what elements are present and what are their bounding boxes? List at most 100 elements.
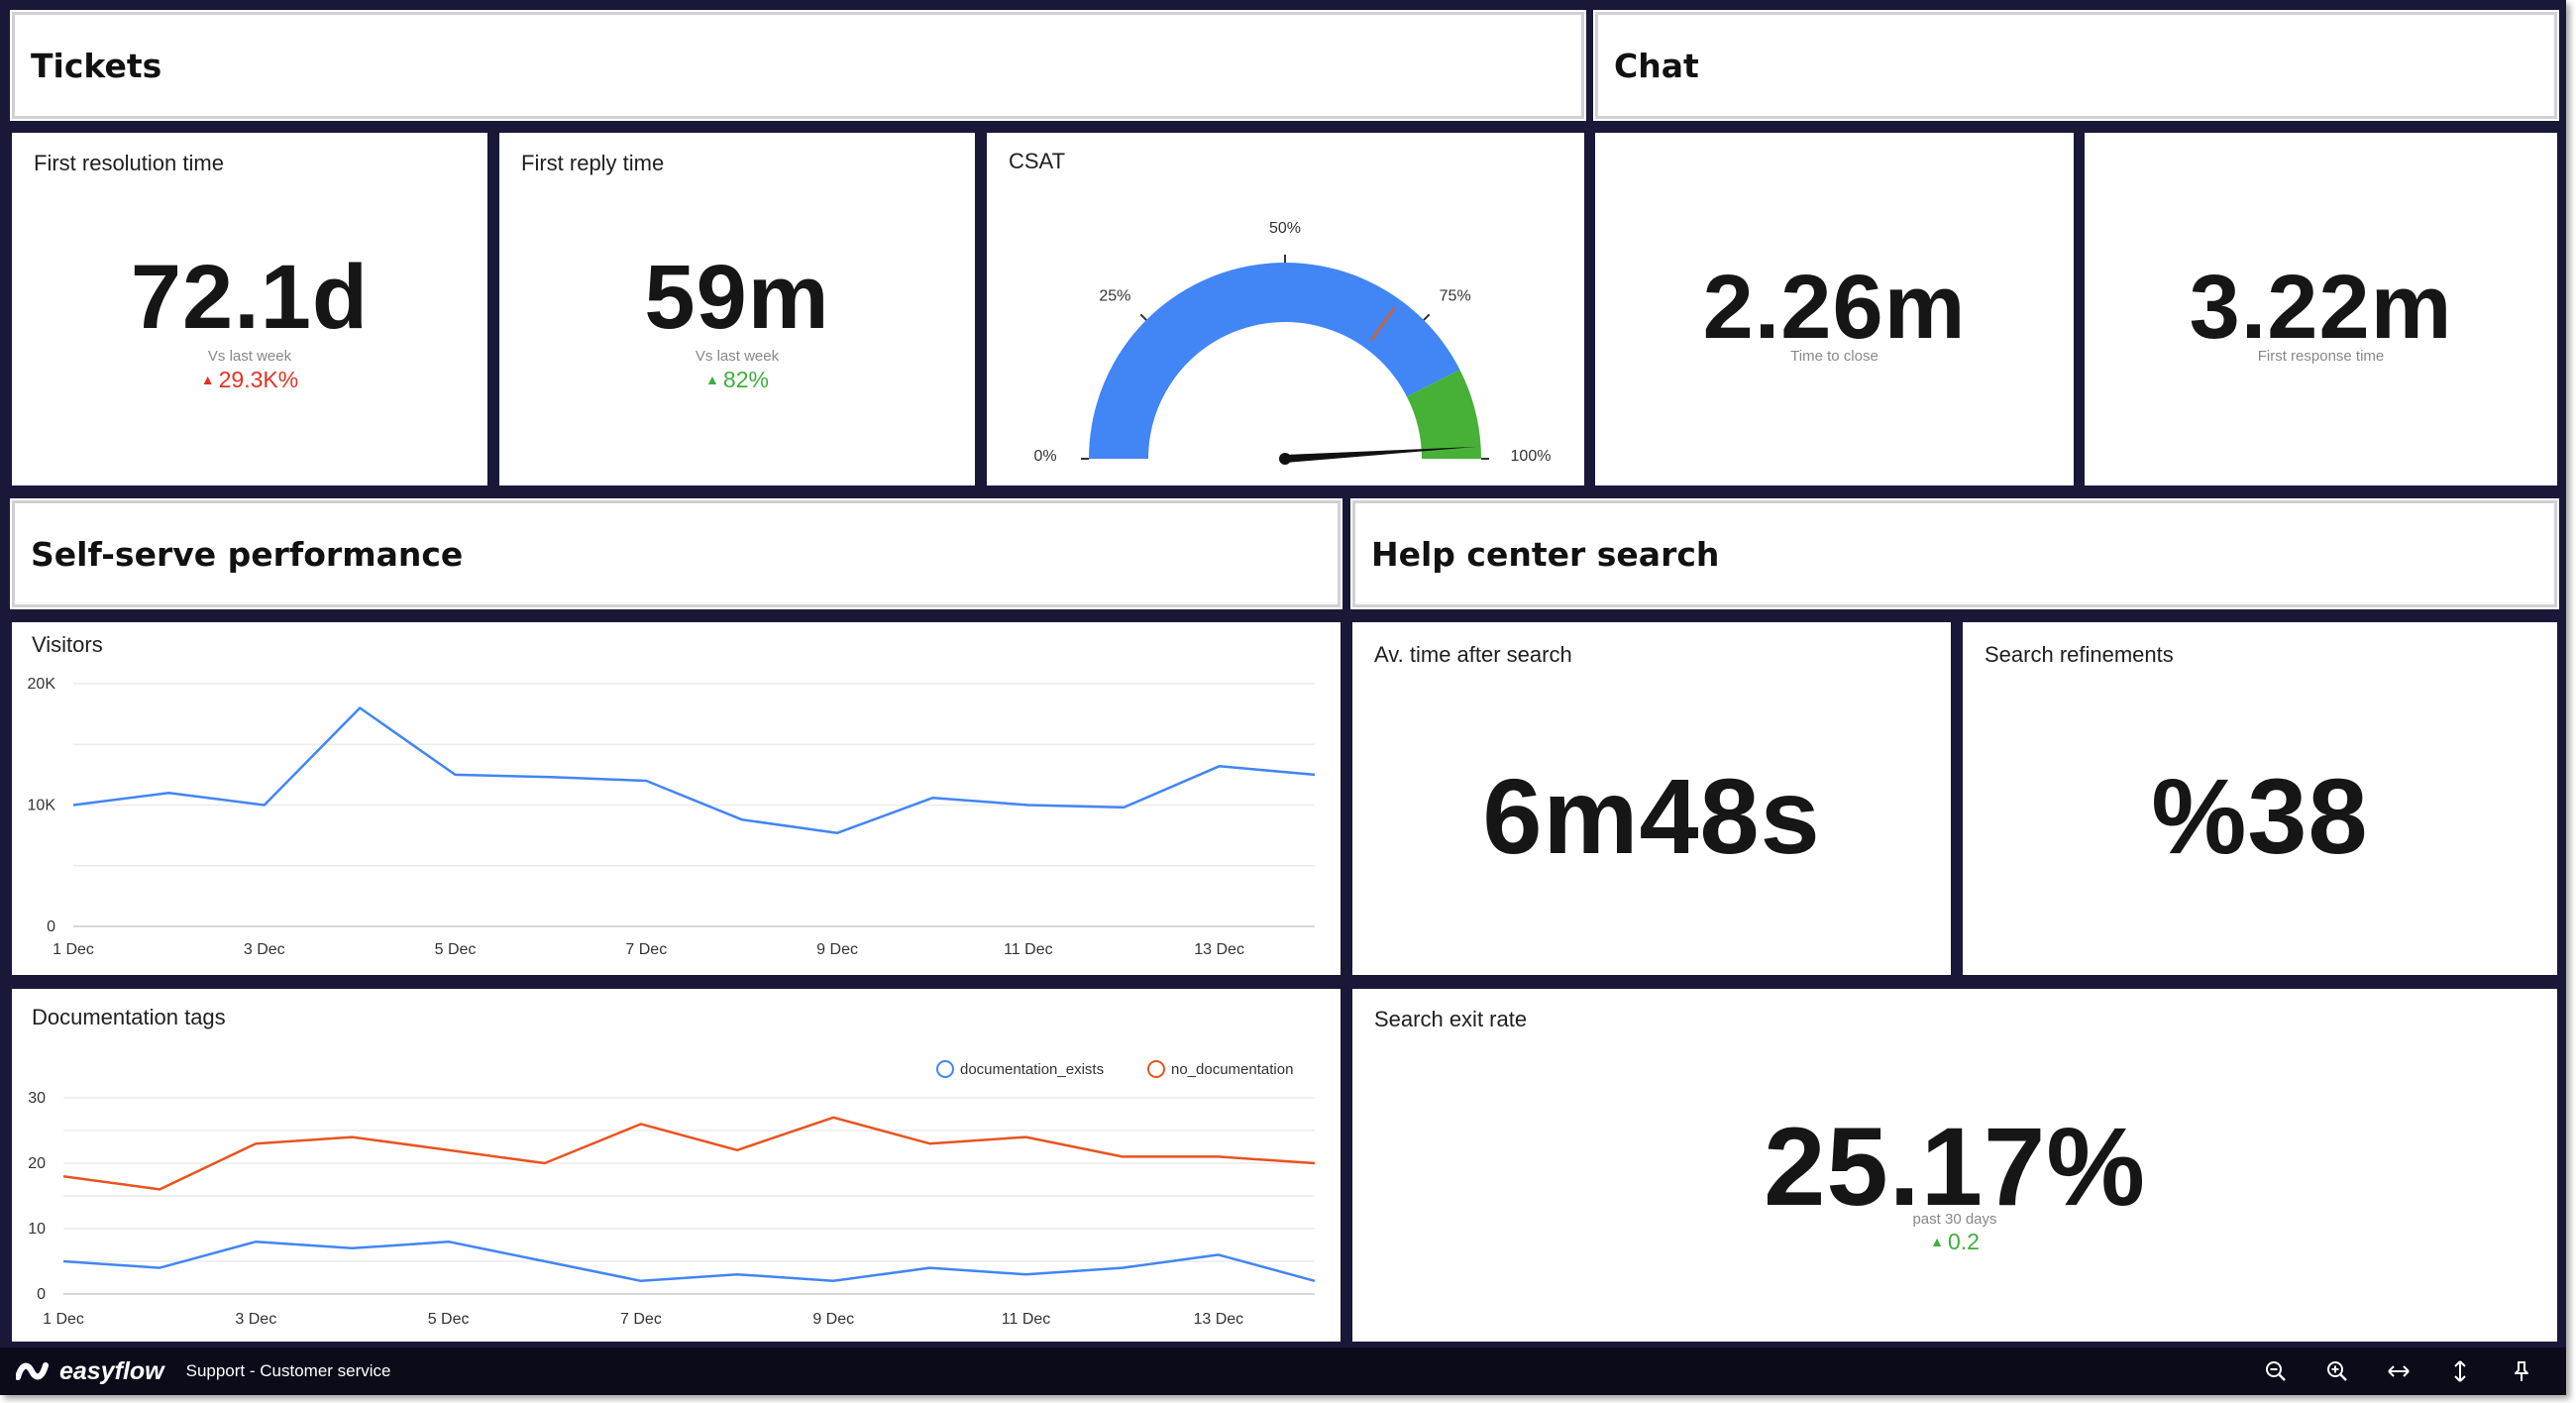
fit-width-button[interactable]	[2368, 1348, 2429, 1395]
delta-value: ▲ 0.2	[1352, 1229, 2557, 1255]
first-resolution-time-card[interactable]: First resolution time 72.1d Vs last week…	[12, 133, 487, 486]
chart-title: Visitors	[32, 632, 103, 657]
search-refinements-value: %38	[2151, 756, 2369, 876]
gauge-needle-hub	[1279, 453, 1291, 465]
x-tick-label: 5 Dec	[435, 941, 477, 958]
x-tick-label: 7 Dec	[625, 941, 667, 958]
trend-up-icon: ▲	[705, 372, 719, 387]
x-tick-label: 7 Dec	[620, 1311, 662, 1328]
y-tick-label: 10K	[28, 798, 56, 814]
card-title: Av. time after search	[1374, 642, 1572, 667]
trend-up-icon: ▲	[200, 372, 215, 387]
x-tick-label: 3 Dec	[244, 941, 285, 958]
series-line-documentation_exists	[62, 1240, 1316, 1283]
tickets-section-header: Tickets	[10, 10, 1586, 121]
zoom-in-button[interactable]	[2307, 1348, 2368, 1395]
zoom-out-button[interactable]	[2245, 1348, 2307, 1395]
gauge-band-good	[1406, 370, 1481, 459]
card-title: Search refinements	[1985, 642, 2174, 667]
period-label: past 30 days	[1912, 1211, 1997, 1228]
y-tick-label: 20K	[28, 676, 56, 693]
search-refinements-card[interactable]: Search refinements %38	[1963, 622, 2557, 975]
fit-width-icon	[2388, 1365, 2410, 1377]
delta-text: 82%	[722, 367, 769, 392]
zoom-in-icon	[2327, 1361, 2347, 1381]
gauge-tick	[1423, 313, 1431, 321]
x-tick-label: 3 Dec	[235, 1311, 276, 1328]
y-tick-label: 10	[28, 1221, 46, 1238]
easyflow-logo-icon	[16, 1362, 49, 1380]
chat-section-header: Chat	[1593, 10, 2559, 121]
x-tick-label: 1 Dec	[43, 1311, 84, 1328]
gauge-tick-label: 50%	[1269, 220, 1301, 237]
x-tick-label: 13 Dec	[1194, 941, 1244, 958]
pin-icon	[2515, 1361, 2528, 1381]
card-title: First resolution time	[34, 151, 224, 175]
search-exit-rate-value: 25.17%	[1764, 1105, 2146, 1229]
gauge-target-marker	[1369, 307, 1396, 342]
y-tick-label: 30	[28, 1090, 46, 1107]
view-tools	[2245, 1348, 2552, 1395]
gauge-tick-label: 75%	[1440, 287, 1471, 304]
tickets-section-title: Tickets	[31, 46, 162, 85]
legend-label: no_documentation	[1171, 1061, 1293, 1078]
card-title: Search exit rate	[1374, 1007, 1528, 1031]
first-reply-time-card[interactable]: First reply time 59m Vs last week ▲ 82%	[499, 133, 975, 486]
fit-height-button[interactable]	[2429, 1348, 2491, 1395]
footer-bar: easyflow Support - Customer service	[0, 1348, 2566, 1395]
time-to-close-label: Time to close	[1790, 348, 1878, 365]
breadcrumb: Support - Customer service	[185, 1361, 391, 1380]
gauge-tick	[1139, 313, 1147, 321]
gauge-tick-label: 100%	[1511, 448, 1552, 465]
y-tick-label: 0	[47, 918, 55, 935]
avg-time-after-search-card[interactable]: Av. time after search 6m48s	[1352, 622, 1951, 975]
brand-name: easyflow	[59, 1356, 164, 1385]
first-response-label: First response time	[2257, 348, 2385, 365]
first-response-value: 3.22m	[2189, 257, 2453, 358]
delta-text: 29.3K%	[218, 367, 299, 392]
self-serve-section-header: Self-serve performance	[10, 498, 1342, 609]
search-exit-rate-card[interactable]: Search exit rate 25.17% past 30 days ▲ 0.…	[1352, 989, 2557, 1342]
first-resolution-value: 72.1d	[130, 247, 370, 348]
pin-button[interactable]	[2491, 1348, 2552, 1395]
documentation-tags-chart: Documentation tags 0 10 20 30 1 Dec 3 Dec 5 Dec…	[28, 1005, 1316, 1328]
comparison-label: Vs last week	[695, 348, 780, 365]
x-tick-label: 11 Dec	[1002, 1311, 1051, 1328]
gauge-band-main	[1089, 263, 1460, 459]
series-line-no_documentation	[62, 1116, 1316, 1191]
x-tick-label: 13 Dec	[1193, 1311, 1243, 1328]
card-title: First reply time	[521, 151, 665, 175]
legend-label: documentation_exists	[960, 1061, 1104, 1078]
help-center-section-title: Help center search	[1371, 534, 1720, 574]
help-center-section-header: Help center search	[1350, 498, 2559, 609]
brand-logo[interactable]: easyflow	[16, 1357, 164, 1386]
csat-gauge: 0% 25% 50% 75% 100%	[1033, 220, 1552, 465]
gauge-needle	[1284, 446, 1477, 463]
x-tick-label: 9 Dec	[812, 1311, 854, 1328]
first-response-time-card[interactable]: 3.22m First response time	[2085, 133, 2557, 486]
visitors-chart: Visitors 0 10K 20K 1 Dec 3 Dec 5 Dec 7 Dec 9 Dec…	[28, 632, 1316, 958]
delta-value: ▲ 82%	[499, 367, 975, 393]
gauge-tick-label: 25%	[1099, 287, 1130, 304]
legend-marker	[936, 1060, 954, 1078]
zoom-out-icon	[2266, 1361, 2286, 1381]
visitors-chart-card[interactable]: Visitors 0 10K 20K 1 Dec 3 Dec 5 Dec 7 Dec 9 Dec…	[12, 622, 1341, 975]
legend-marker	[1147, 1060, 1165, 1078]
delta-text: 0.2	[1947, 1229, 1980, 1254]
x-tick-label: 5 Dec	[428, 1311, 470, 1328]
self-serve-section-title: Self-serve performance	[31, 534, 464, 574]
chart-title: Documentation tags	[32, 1005, 226, 1029]
fit-height-icon	[2454, 1360, 2466, 1382]
x-tick-label: 9 Dec	[816, 941, 858, 958]
chat-section-title: Chat	[1614, 46, 1699, 85]
comparison-label: Vs last week	[207, 348, 292, 365]
first-reply-value: 59m	[644, 247, 830, 348]
card-title: CSAT	[1009, 149, 1066, 173]
delta-value: ▲ 29.3K%	[12, 367, 487, 393]
trend-up-icon: ▲	[1930, 1234, 1944, 1249]
documentation-tags-chart-card[interactable]: Documentation tags 0 10 20 30 1 Dec 3 Dec 5 Dec…	[12, 989, 1341, 1342]
time-to-close-card[interactable]: 2.26m Time to close	[1595, 133, 2074, 486]
x-tick-label: 1 Dec	[53, 941, 94, 958]
csat-card[interactable]: CSAT 0% 25% 50% 75% 100%	[987, 133, 1584, 486]
